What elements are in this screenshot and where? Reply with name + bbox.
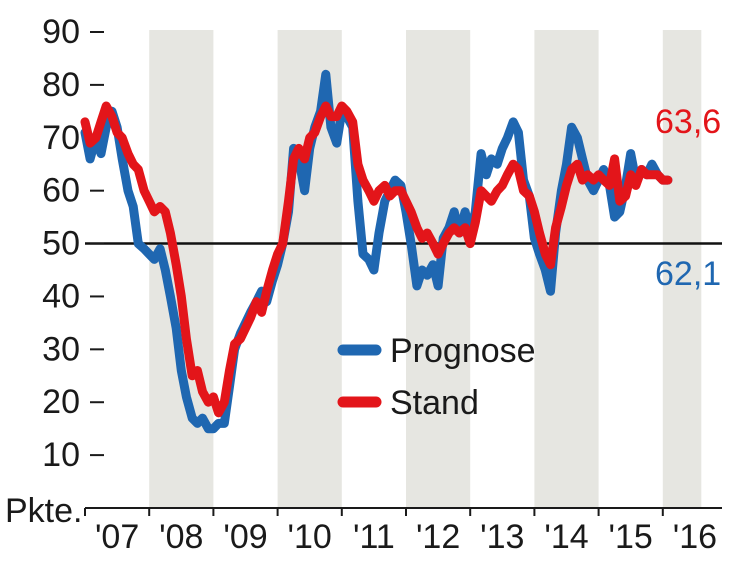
y-tick-label: 80: [42, 66, 80, 104]
y-tick-label: 10: [42, 436, 80, 474]
series-lines: [80, 69, 673, 434]
x-tick-label: '11: [353, 518, 395, 556]
y-tick-label: 30: [42, 330, 80, 368]
y-axis: 10 20 30 40 50 60 70 80 90 Pkte.: [5, 13, 104, 530]
y-tick-label: 70: [42, 119, 80, 157]
legend-label: Prognose: [390, 332, 536, 370]
y-tick-label: 20: [42, 383, 80, 421]
x-tick-label: '14: [544, 518, 588, 556]
y-tick-label: 90: [42, 13, 80, 51]
end-labels: 63,6 62,1: [655, 103, 721, 293]
x-tick-label: '13: [480, 518, 524, 556]
year-band: [662, 30, 702, 508]
x-axis: '07 '08 '09 '10 '11 '12 '13 '14 '15 '16: [84, 507, 722, 556]
y-tick-label: 60: [42, 172, 80, 210]
end-label-prognose: 62,1: [655, 255, 721, 293]
x-tick-label: '09: [223, 518, 267, 556]
legend-label: Stand: [390, 384, 479, 422]
x-tick-label: '15: [609, 518, 653, 556]
x-tick-label: '10: [288, 518, 332, 556]
y-tick-label: 40: [42, 277, 80, 315]
end-label-stand: 63,6: [655, 103, 721, 141]
y-tick-label: 50: [42, 225, 80, 263]
series-line-stand: [80, 101, 673, 418]
x-tick-label: '07: [95, 518, 139, 556]
x-tick-label: '16: [673, 518, 717, 556]
y-axis-label: Pkte.: [5, 492, 82, 530]
x-tick-label: '12: [416, 518, 460, 556]
legend: Prognose Stand: [337, 332, 536, 422]
x-tick-label: '08: [159, 518, 203, 556]
series-line-prognose: [80, 69, 673, 434]
